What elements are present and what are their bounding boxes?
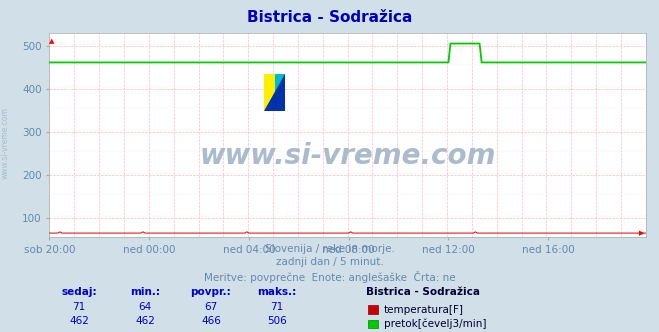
- Text: 462: 462: [69, 316, 89, 326]
- Text: min.:: min.:: [130, 287, 160, 297]
- Text: zadnji dan / 5 minut.: zadnji dan / 5 minut.: [275, 257, 384, 267]
- Text: pretok[čevelj3/min]: pretok[čevelj3/min]: [384, 319, 486, 329]
- Text: Bistrica - Sodražica: Bistrica - Sodražica: [366, 287, 480, 297]
- Text: 466: 466: [201, 316, 221, 326]
- Text: 506: 506: [267, 316, 287, 326]
- Text: 64: 64: [138, 302, 152, 312]
- Text: Meritve: povprečne  Enote: anglešaške  Črta: ne: Meritve: povprečne Enote: anglešaške Črt…: [204, 271, 455, 283]
- Text: www.si-vreme.com: www.si-vreme.com: [1, 107, 10, 179]
- Text: 71: 71: [270, 302, 283, 312]
- Text: www.si-vreme.com: www.si-vreme.com: [200, 142, 496, 170]
- Text: temperatura[F]: temperatura[F]: [384, 305, 463, 315]
- Text: maks.:: maks.:: [257, 287, 297, 297]
- Text: 67: 67: [204, 302, 217, 312]
- Bar: [275, 74, 285, 111]
- Text: ▲: ▲: [49, 38, 54, 44]
- Text: Bistrica - Sodražica: Bistrica - Sodražica: [247, 10, 412, 25]
- Text: ▶: ▶: [639, 230, 645, 236]
- Polygon shape: [264, 74, 285, 111]
- Text: 71: 71: [72, 302, 86, 312]
- Text: povpr.:: povpr.:: [190, 287, 231, 297]
- Text: sedaj:: sedaj:: [61, 287, 97, 297]
- Bar: [264, 74, 275, 111]
- Text: Slovenija / reke in morje.: Slovenija / reke in morje.: [264, 244, 395, 254]
- Text: 462: 462: [135, 316, 155, 326]
